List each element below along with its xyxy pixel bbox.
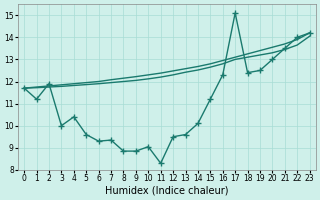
X-axis label: Humidex (Indice chaleur): Humidex (Indice chaleur): [105, 186, 229, 196]
